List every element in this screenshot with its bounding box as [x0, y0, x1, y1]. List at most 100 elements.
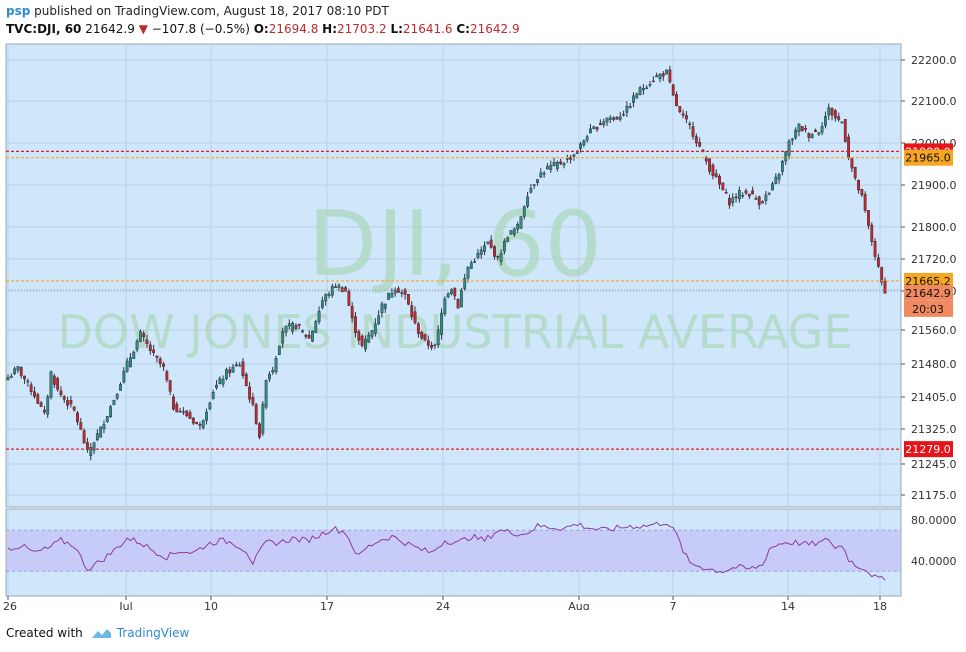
candle	[221, 375, 225, 388]
candle-body	[598, 122, 602, 125]
candle	[241, 357, 245, 379]
candle	[688, 121, 692, 130]
candle	[36, 392, 40, 405]
candle-body	[251, 397, 255, 405]
candle-body	[655, 75, 659, 78]
candle-body	[840, 121, 844, 124]
candle-body	[347, 291, 351, 306]
candle-body	[373, 323, 377, 334]
candle-body	[678, 106, 682, 113]
candle	[215, 380, 218, 390]
chart-area[interactable]: DJI, 60 DOW JONES INDUSTRIAL AVERAGE 222…	[0, 0, 966, 610]
candle-body	[847, 136, 850, 158]
candle-body	[526, 196, 529, 207]
candle	[539, 168, 543, 178]
candle-body	[440, 312, 443, 335]
candle-body	[774, 176, 778, 184]
candle	[880, 266, 884, 286]
candle-body	[208, 402, 212, 409]
candle	[764, 190, 768, 205]
candle	[651, 76, 655, 83]
candle-body	[622, 114, 625, 116]
candle	[185, 410, 189, 418]
candle	[162, 361, 165, 372]
candle-body	[393, 289, 397, 294]
candle	[678, 106, 682, 114]
level-label-bg	[904, 441, 953, 458]
candle-body	[734, 196, 738, 199]
candle	[198, 421, 202, 430]
candle	[39, 400, 43, 407]
candle-body	[509, 230, 513, 235]
candle-body	[476, 252, 480, 258]
candle	[579, 141, 582, 153]
candle-body	[327, 293, 331, 296]
candle	[426, 335, 430, 350]
candle-body	[503, 240, 506, 252]
candle	[615, 116, 619, 120]
candle-body	[178, 410, 182, 413]
candle-body	[99, 426, 103, 438]
candle	[463, 273, 467, 291]
candle	[357, 329, 361, 345]
candle-body	[324, 294, 328, 302]
candle-body	[92, 442, 96, 451]
publisher-username[interactable]: psp	[6, 4, 31, 18]
candle	[741, 192, 745, 199]
candle-body	[575, 152, 579, 154]
candle	[728, 194, 731, 209]
candle	[79, 417, 83, 430]
time-tick-label: 7	[670, 600, 677, 610]
down-arrow-icon: ▼	[138, 22, 148, 36]
candle-body	[771, 183, 774, 191]
candle-body	[13, 368, 17, 374]
candle-body	[880, 267, 884, 283]
candle	[814, 128, 817, 133]
ohlc-legend: TVC:DJI, 60 21642.9 ▼ −107.8 (−0.5%) O:2…	[6, 22, 520, 36]
candle-body	[519, 216, 523, 229]
price-pane[interactable]	[5, 43, 902, 508]
candle	[453, 287, 457, 300]
candle	[443, 296, 447, 317]
candle	[440, 308, 443, 340]
candle-body	[459, 290, 463, 308]
candle	[569, 154, 573, 164]
candle-body	[628, 106, 632, 109]
candle	[503, 238, 506, 255]
candle-body	[569, 157, 573, 160]
candle-body	[129, 357, 132, 368]
candle	[493, 245, 496, 260]
candle-body	[572, 154, 576, 157]
candle	[817, 131, 821, 136]
candle-body	[483, 245, 486, 252]
candle-body	[830, 108, 834, 116]
candle	[830, 107, 834, 121]
candle-body	[357, 331, 361, 341]
candle	[519, 216, 523, 229]
level-label-bg	[904, 149, 953, 166]
candle	[33, 386, 36, 399]
candle-body	[797, 123, 801, 132]
candle	[56, 376, 60, 392]
candle-body	[668, 69, 672, 83]
candle	[95, 429, 99, 442]
candle-body	[635, 93, 639, 99]
candle-body	[145, 339, 149, 344]
candle-body	[59, 390, 63, 396]
tradingview-logo[interactable]: TradingView	[89, 626, 189, 640]
candle	[552, 157, 556, 167]
candle-body	[175, 403, 179, 413]
candle	[208, 401, 212, 411]
candle	[598, 119, 602, 126]
candle-body	[850, 157, 854, 169]
candle	[708, 158, 712, 175]
rsi-band-fill	[7, 530, 900, 572]
candle	[807, 132, 811, 142]
candle-body	[314, 321, 318, 333]
price-tick-label: 21560.0	[911, 324, 957, 337]
candle-body	[377, 315, 381, 325]
candle-body	[16, 366, 20, 371]
candle	[228, 366, 232, 378]
candle	[486, 241, 490, 245]
candle-body	[195, 421, 199, 425]
